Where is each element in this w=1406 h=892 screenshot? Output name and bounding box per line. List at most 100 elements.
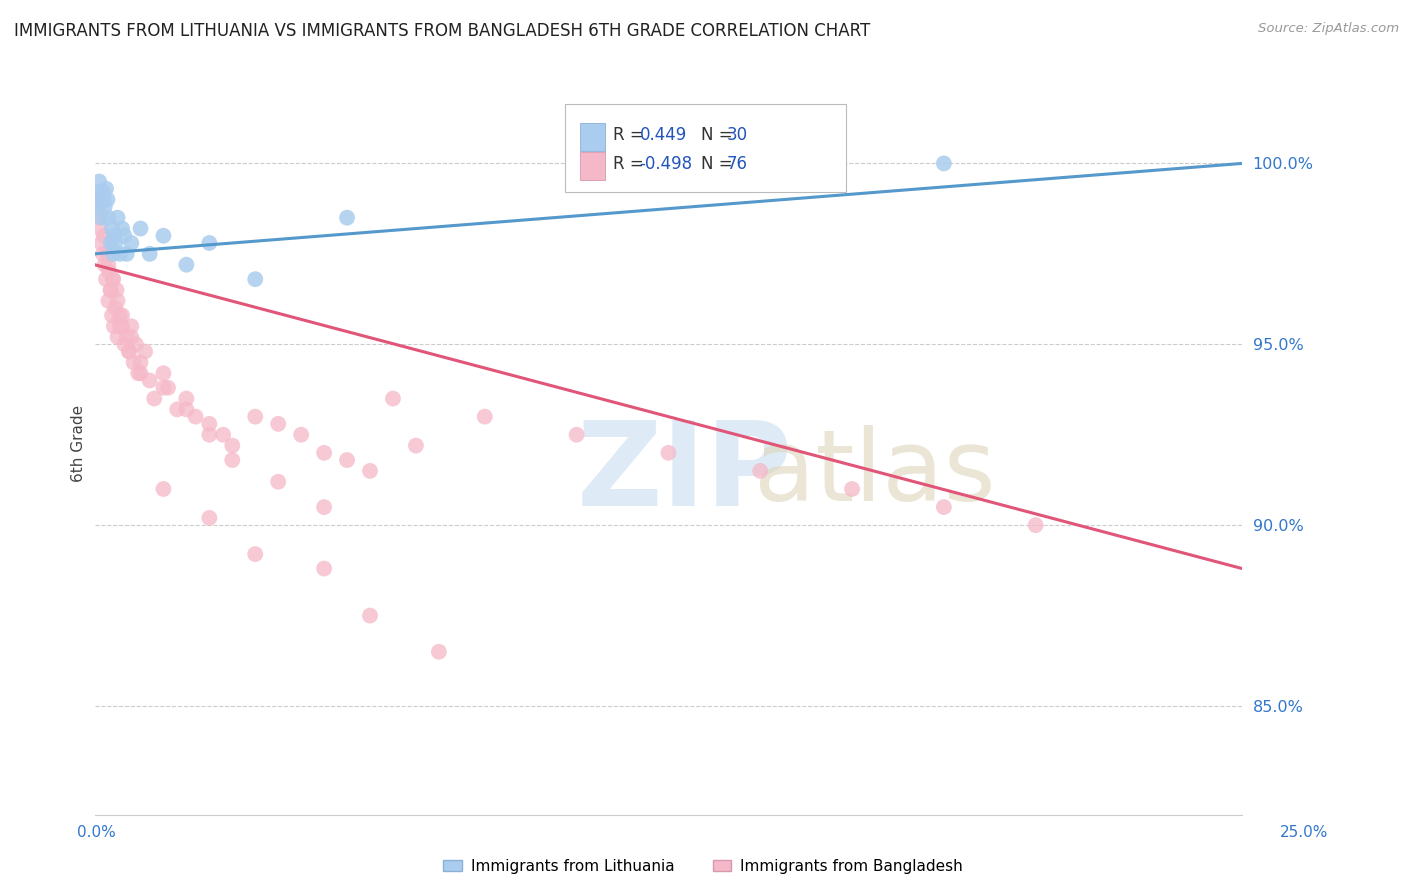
FancyBboxPatch shape [565,104,846,192]
Point [221,439,243,453]
Point [118,344,141,359]
Point [212,427,235,442]
Point [152,228,174,243]
Point [89,174,111,188]
Point [98,265,121,279]
Point [198,235,221,250]
Point [474,409,496,424]
Point [86,200,108,214]
Point [176,392,198,406]
Text: 30: 30 [727,126,748,144]
Point [104,301,127,315]
Legend: Immigrants from Lithuania, Immigrants from Bangladesh: Immigrants from Lithuania, Immigrants fr… [437,853,969,880]
Point [152,366,174,380]
Text: Source: ZipAtlas.com: Source: ZipAtlas.com [1258,22,1399,36]
Text: ZIP: ZIP [576,416,793,531]
Point [198,417,221,431]
Point [405,439,427,453]
Point [138,374,160,388]
Point [129,221,152,235]
Point [125,337,148,351]
Point [841,482,863,496]
Bar [581,123,606,151]
Point [101,309,124,323]
Point [143,392,166,406]
Point [100,283,122,297]
Text: 76: 76 [727,155,748,173]
Point [198,511,221,525]
Point [93,193,115,207]
Point [152,381,174,395]
Point [89,221,111,235]
Point [97,258,120,272]
Point [267,417,290,431]
Point [122,355,145,369]
Point [138,247,160,261]
Point [245,547,267,561]
Point [86,193,108,207]
Text: atlas: atlas [755,425,995,522]
Point [336,453,359,467]
Point [93,228,115,243]
Text: N =: N = [700,155,737,173]
Point [1025,518,1047,533]
Point [112,337,135,351]
Point [87,186,110,200]
Text: -0.498: -0.498 [640,155,693,173]
Point [129,366,152,380]
Point [381,392,404,406]
Point [336,211,359,225]
Point [314,446,336,460]
Point [91,247,114,261]
Point [115,330,138,344]
Point [107,211,129,225]
Point [103,319,125,334]
Point [115,247,138,261]
Point [101,221,124,235]
Point [120,319,142,334]
Point [134,344,156,359]
Point [93,200,115,214]
Point [100,235,122,250]
Point [96,193,118,207]
Point [112,228,135,243]
Point [101,272,124,286]
Point [93,258,115,272]
Point [107,293,129,308]
Point [932,156,955,170]
Point [94,182,117,196]
Point [111,221,134,235]
Bar [581,152,606,180]
Text: IMMIGRANTS FROM LITHUANIA VS IMMIGRANTS FROM BANGLADESH 6TH GRADE CORRELATION CH: IMMIGRANTS FROM LITHUANIA VS IMMIGRANTS … [14,22,870,40]
Point [89,193,111,207]
Y-axis label: 6th Grade: 6th Grade [72,405,86,483]
Text: R =: R = [613,126,650,144]
Point [314,561,336,575]
Point [176,258,198,272]
Point [90,211,112,225]
Point [359,464,381,478]
Point [127,366,149,380]
Point [111,319,134,334]
Point [198,427,221,442]
Point [427,645,450,659]
Point [932,500,955,514]
Point [245,409,267,424]
Point [166,402,188,417]
Point [108,319,131,334]
Point [267,475,290,489]
Text: 0.449: 0.449 [640,126,688,144]
Point [184,409,207,424]
Point [120,330,142,344]
Point [157,381,180,395]
Text: N =: N = [700,126,737,144]
Point [245,272,267,286]
Point [87,211,110,225]
Point [176,402,198,417]
Point [90,235,112,250]
Point [290,427,312,442]
Point [221,453,243,467]
Point [97,211,120,225]
Point [565,427,588,442]
Point [118,344,141,359]
